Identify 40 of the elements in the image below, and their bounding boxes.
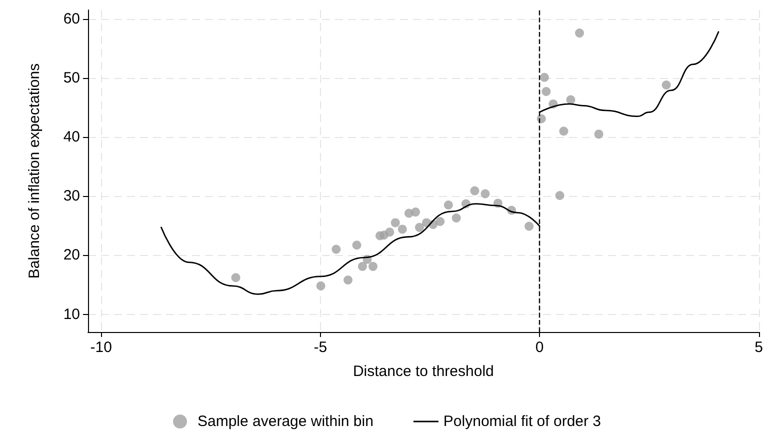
point [358, 262, 367, 271]
y-tick-label: 10 [63, 306, 80, 323]
y-tick-label: 30 [63, 188, 80, 205]
y-tick-label: 40 [63, 128, 80, 146]
point [575, 28, 584, 38]
point [566, 95, 576, 104]
point [594, 130, 604, 139]
point [436, 217, 445, 226]
point [398, 224, 407, 234]
point [390, 218, 400, 228]
y-tick-label: 60 [63, 10, 80, 28]
point [540, 72, 549, 82]
x-tick-label: 5 [754, 339, 763, 356]
y-tick-label: 50 [63, 69, 80, 86]
y-axis-title: Balance of inflation expectations [26, 63, 43, 279]
point [542, 87, 551, 96]
point [524, 222, 534, 231]
point [480, 189, 490, 198]
x-tick-label: -5 [314, 339, 328, 356]
legend-label: Polynomial fit of order 3 [443, 413, 602, 430]
point [411, 208, 420, 217]
point [231, 273, 240, 282]
point [452, 213, 461, 222]
point [352, 240, 362, 250]
point [444, 200, 453, 210]
y-tick-label: 20 [63, 246, 80, 264]
x-tick-label: 0 [535, 339, 544, 356]
point [385, 228, 394, 237]
point [555, 191, 564, 200]
x-tick-label: -10 [90, 339, 112, 356]
point [368, 262, 378, 271]
point [414, 222, 424, 232]
x-axis-title: Distance to threshold [352, 363, 494, 380]
point [559, 126, 568, 136]
point [344, 276, 352, 285]
point [470, 186, 480, 196]
point [332, 244, 341, 254]
legend-label: Sample average within bin [197, 413, 374, 430]
point [316, 281, 326, 290]
point [662, 80, 671, 90]
